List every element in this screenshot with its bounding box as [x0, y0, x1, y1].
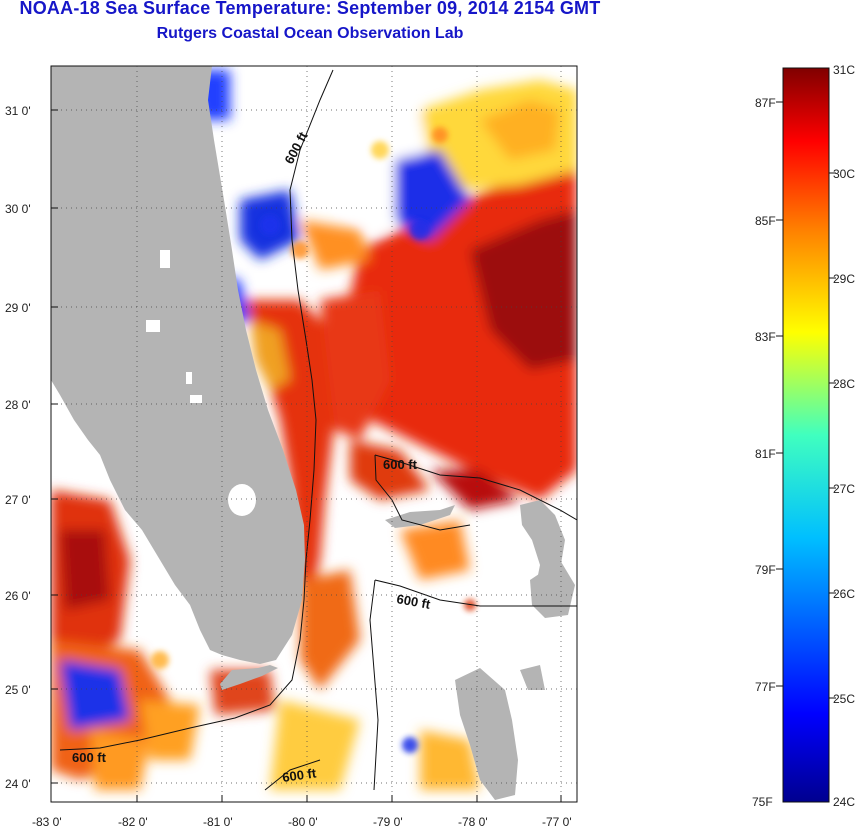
colorbar-f-label: 83F [755, 330, 776, 344]
lat-label: 26 0' [5, 589, 31, 603]
colorbar-c-label: 24C [833, 795, 855, 809]
andros-island [455, 668, 518, 800]
lat-label: 30 0' [5, 202, 31, 216]
lake-okeechobee [228, 484, 256, 516]
sst-map [51, 66, 577, 802]
colorbar-f-label: 81F [755, 447, 776, 461]
colorbar-f-label: 87F [755, 96, 776, 110]
axis-ticks [51, 109, 562, 802]
land [51, 66, 575, 800]
colorbar-c-label: 29C [833, 272, 855, 286]
colorbar-f-label: 77F [755, 680, 776, 694]
longitude-labels: -83 0' -82 0' -81 0' -80 0' -79 0' -78 0… [32, 815, 572, 829]
contour-label: 600 ft [72, 750, 107, 765]
colorbar-f-label: 79F [755, 563, 776, 577]
colorbar-c-label: 25C [833, 692, 855, 706]
grand-bahama-island [385, 505, 455, 528]
lon-label: -81 0' [203, 815, 233, 829]
lat-label: 25 0' [5, 683, 31, 697]
lat-label: 24 0' [5, 777, 31, 791]
lat-label: 27 0' [5, 493, 31, 507]
colorbar-f-label: 85F [755, 214, 776, 228]
latitude-labels: 31 0' 30 0' 29 0' 28 0' 27 0' 26 0' 25 0… [5, 104, 31, 791]
colorbar-c-label: 27C [833, 482, 855, 496]
lon-label: -78 0' [458, 815, 488, 829]
colorbar-gradient [782, 67, 830, 803]
contour-label: 600 ft [281, 765, 317, 785]
map-title: NOAA-18 Sea Surface Temperature: Septemb… [19, 0, 601, 18]
isobath-contours [59, 69, 577, 791]
lon-label: -83 0' [32, 815, 62, 829]
lon-label: -82 0' [118, 815, 148, 829]
colorbar-c-label: 26C [833, 587, 855, 601]
lon-label: -79 0' [373, 815, 403, 829]
colorbar-c-label: 28C [833, 377, 855, 391]
lat-label: 29 0' [5, 301, 31, 315]
lon-label: -80 0' [288, 815, 318, 829]
colorbar-c-label: 30C [833, 167, 855, 181]
colorbar: 31C 30C 29C 28C 27C 26C 25C 24C 87F 85F … [752, 63, 855, 809]
colorbar-f-label: 75F [752, 795, 773, 809]
contour-label: 600 ft [383, 457, 418, 472]
map-subtitle: Rutgers Coastal Ocean Observation Lab [156, 25, 464, 42]
map-frame [50, 65, 578, 803]
lon-label: -77 0' [542, 815, 572, 829]
florida-keys [220, 665, 278, 690]
berry-islands [520, 665, 545, 690]
eleuthera-island [530, 560, 575, 618]
colorbar-c-label: 31C [833, 63, 855, 77]
lat-label: 31 0' [5, 104, 31, 118]
contour-label: 600 ft [395, 591, 432, 612]
lat-label: 28 0' [5, 398, 31, 412]
